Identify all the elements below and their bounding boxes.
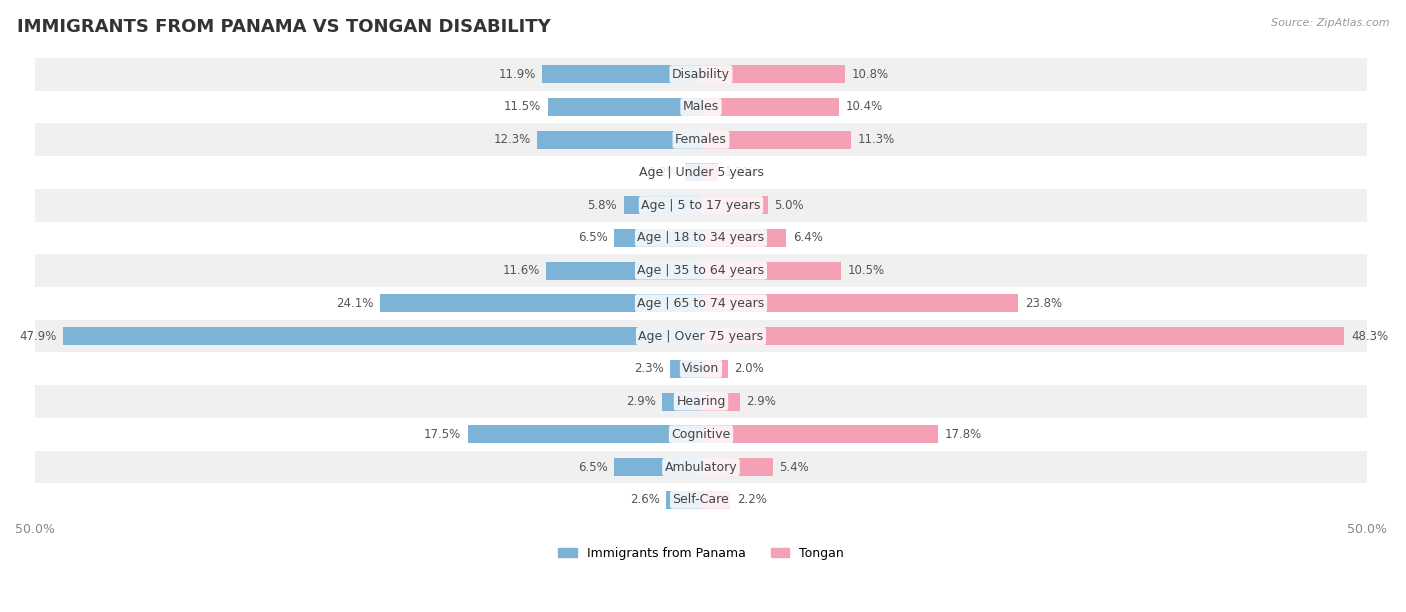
Bar — [35, 385, 1367, 418]
Legend: Immigrants from Panama, Tongan: Immigrants from Panama, Tongan — [553, 542, 849, 565]
Bar — [614, 458, 702, 476]
Bar — [671, 360, 702, 378]
Bar — [702, 327, 1344, 345]
Bar — [547, 261, 702, 280]
Bar — [35, 222, 1367, 254]
Text: Source: ZipAtlas.com: Source: ZipAtlas.com — [1271, 18, 1389, 28]
Text: 6.5%: 6.5% — [578, 231, 607, 244]
Bar — [380, 294, 702, 312]
Bar — [624, 196, 702, 214]
Text: Vision: Vision — [682, 362, 720, 375]
Text: 10.8%: 10.8% — [852, 68, 889, 81]
Bar — [702, 392, 740, 411]
Text: 2.6%: 2.6% — [630, 493, 659, 506]
Bar — [35, 319, 1367, 353]
Text: Cognitive: Cognitive — [671, 428, 731, 441]
Text: 10.4%: 10.4% — [846, 100, 883, 113]
Bar — [35, 254, 1367, 287]
Text: 24.1%: 24.1% — [336, 297, 374, 310]
Text: 5.8%: 5.8% — [588, 199, 617, 212]
Bar — [702, 98, 839, 116]
Bar — [614, 229, 702, 247]
Text: 5.4%: 5.4% — [779, 460, 810, 474]
Bar — [35, 123, 1367, 156]
Text: Age | 5 to 17 years: Age | 5 to 17 years — [641, 199, 761, 212]
Bar — [35, 156, 1367, 188]
Text: 2.9%: 2.9% — [626, 395, 655, 408]
Bar — [702, 65, 845, 83]
Bar — [543, 65, 702, 83]
Text: 23.8%: 23.8% — [1025, 297, 1062, 310]
Bar — [63, 327, 702, 345]
Text: Self-Care: Self-Care — [672, 493, 730, 506]
Text: 48.3%: 48.3% — [1351, 330, 1388, 343]
Bar — [35, 287, 1367, 319]
Bar — [702, 229, 786, 247]
Bar — [702, 196, 768, 214]
Text: 6.5%: 6.5% — [578, 460, 607, 474]
Text: 2.0%: 2.0% — [734, 362, 763, 375]
Bar — [537, 131, 702, 149]
Text: Females: Females — [675, 133, 727, 146]
Text: IMMIGRANTS FROM PANAMA VS TONGAN DISABILITY: IMMIGRANTS FROM PANAMA VS TONGAN DISABIL… — [17, 18, 551, 36]
Text: 17.8%: 17.8% — [945, 428, 981, 441]
Text: 2.3%: 2.3% — [634, 362, 664, 375]
Bar — [702, 425, 938, 443]
Bar — [702, 294, 1018, 312]
Bar — [666, 491, 702, 509]
Bar — [35, 58, 1367, 91]
Bar — [35, 353, 1367, 385]
Text: 11.5%: 11.5% — [503, 100, 541, 113]
Text: 11.3%: 11.3% — [858, 133, 896, 146]
Text: 1.3%: 1.3% — [725, 166, 755, 179]
Text: 11.9%: 11.9% — [499, 68, 536, 81]
Text: Disability: Disability — [672, 68, 730, 81]
Bar — [702, 458, 773, 476]
Text: 2.2%: 2.2% — [737, 493, 766, 506]
Text: 12.3%: 12.3% — [494, 133, 530, 146]
Bar — [702, 131, 852, 149]
Bar — [702, 491, 730, 509]
Text: 6.4%: 6.4% — [793, 231, 823, 244]
Text: Age | Over 75 years: Age | Over 75 years — [638, 330, 763, 343]
Bar — [702, 163, 718, 181]
Bar — [662, 392, 702, 411]
Text: Age | 35 to 64 years: Age | 35 to 64 years — [637, 264, 765, 277]
Text: Males: Males — [683, 100, 718, 113]
Text: Age | 18 to 34 years: Age | 18 to 34 years — [637, 231, 765, 244]
Bar — [35, 418, 1367, 450]
Bar — [702, 360, 728, 378]
Bar — [35, 483, 1367, 516]
Text: 5.0%: 5.0% — [775, 199, 804, 212]
Text: 11.6%: 11.6% — [502, 264, 540, 277]
Bar — [702, 261, 841, 280]
Bar — [35, 450, 1367, 483]
Text: Age | 65 to 74 years: Age | 65 to 74 years — [637, 297, 765, 310]
Text: 1.2%: 1.2% — [648, 166, 678, 179]
Bar — [685, 163, 702, 181]
Bar — [548, 98, 702, 116]
Text: 17.5%: 17.5% — [425, 428, 461, 441]
Bar — [468, 425, 702, 443]
Bar — [35, 188, 1367, 222]
Text: Ambulatory: Ambulatory — [665, 460, 737, 474]
Text: 2.9%: 2.9% — [747, 395, 776, 408]
Text: Age | Under 5 years: Age | Under 5 years — [638, 166, 763, 179]
Text: 47.9%: 47.9% — [18, 330, 56, 343]
Bar — [35, 91, 1367, 123]
Text: Hearing: Hearing — [676, 395, 725, 408]
Text: 10.5%: 10.5% — [848, 264, 884, 277]
